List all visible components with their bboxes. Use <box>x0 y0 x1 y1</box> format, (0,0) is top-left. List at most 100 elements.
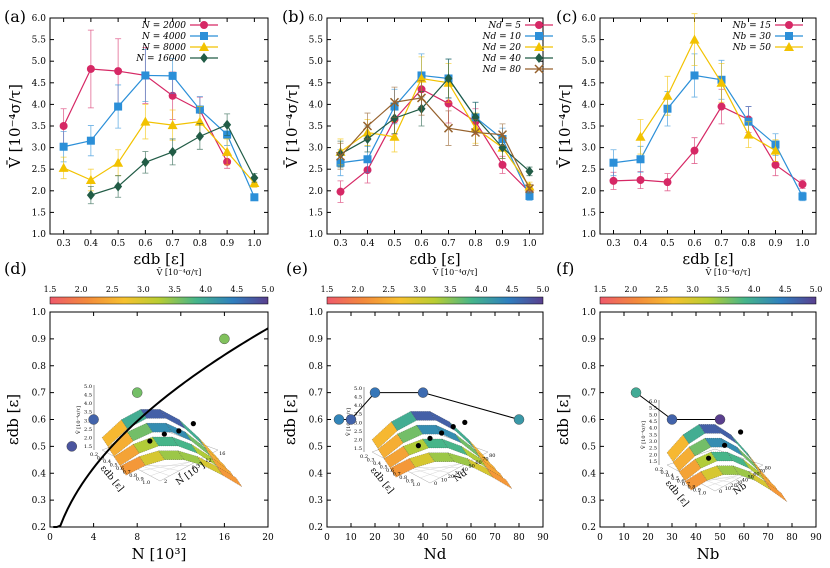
data-point <box>771 160 780 169</box>
inset-z-tick-label: 5.0 <box>354 386 362 392</box>
y-tick-label: 3.5 <box>309 122 324 132</box>
legend-label: Nd = 5 <box>487 21 521 31</box>
colorbar-tick-label: 3.0 <box>686 285 699 294</box>
x-tick-label: 0 <box>47 533 53 543</box>
inset-y-tick-label: 60 <box>753 471 759 477</box>
x-axis-label: εdb [ε] <box>133 250 184 268</box>
y-tick-label: 0.5 <box>309 442 324 452</box>
x-tick-label: 8 <box>134 533 140 543</box>
x-tick-label: 70 <box>489 533 501 543</box>
colorbar-tick-label: 2.5 <box>655 285 668 294</box>
inset-surface-patch <box>486 468 513 489</box>
data-point <box>85 175 96 184</box>
inset-optimum-dot <box>462 419 468 425</box>
data-point <box>497 130 508 140</box>
x-tick-label: 0.7 <box>714 239 729 249</box>
inset-surface-patch <box>377 433 404 459</box>
x-tick-label: 60 <box>465 533 477 543</box>
panel-a: (a) 0.3 0.4 0.5 0.6 0.7 0.8 0.9 1.0 1.0 1.5 2.0 2.5 3… <box>4 7 269 268</box>
inset-z-tick-label: 2.0 <box>84 435 92 441</box>
x-tick-label: 1.0 <box>522 239 537 249</box>
inset-z-tick-label: 1.5 <box>354 446 362 452</box>
y-tick-label: 0.4 <box>582 469 597 479</box>
x-tick-label: 0.7 <box>441 239 456 249</box>
x-tick-label: 60 <box>738 533 750 543</box>
inset-x-tick-label: 0.5 <box>110 462 118 468</box>
inset-y-tick-label: 50 <box>748 474 754 480</box>
y-tick-label: 4.0 <box>32 100 47 110</box>
inset-surface-patch <box>403 438 429 456</box>
colorbar-tick-label: 2.5 <box>106 285 119 294</box>
panel-d: (d) V̄ [10⁻⁴σ/τ] 1.5 2.0 2.5 3.0 3.5 4.0 4.5 5.0 0… <box>4 259 274 563</box>
inset-x-tick-label: 0.2 <box>655 467 663 473</box>
x-tick-label: 30 <box>393 533 405 543</box>
inset-y-tick-label: 12 <box>205 458 211 464</box>
legend-marker <box>200 32 208 40</box>
colorbar-tick-label: 4.0 <box>475 285 488 294</box>
data-point <box>58 162 69 172</box>
y-tick-label: 6.0 <box>582 14 597 24</box>
y-tick-label: 0.9 <box>582 335 597 345</box>
inset-optimum-dot <box>415 443 421 449</box>
data-point <box>743 129 754 139</box>
panel-label: (f) <box>556 259 574 278</box>
y-tick-label: 0.3 <box>309 496 324 506</box>
y-tick-label: 1.0 <box>309 230 324 240</box>
inset-optimum-dot <box>190 421 196 427</box>
legend-marker <box>200 53 208 63</box>
panel-b: (b) 0.3 0.4 0.5 0.6 0.7 0.8 0.9 1.0 1.0 1.5 2.0 2.5 3… <box>282 7 553 268</box>
inset-x-tick-label: 1.0 <box>142 480 150 486</box>
optimum-point <box>131 387 143 398</box>
y-tick-label: 0.9 <box>309 335 324 345</box>
colorbar-tick-label: 4.0 <box>748 285 761 294</box>
panel-label: (c) <box>556 7 577 26</box>
y-tick-label: 0.5 <box>582 442 597 452</box>
inset-x-tick-label: 0.5 <box>380 464 388 470</box>
y-tick-label: 0.6 <box>582 416 597 426</box>
data-point <box>86 190 95 201</box>
colorbar-tick-label: 1.5 <box>594 285 607 294</box>
inset-surface-patch <box>742 459 766 481</box>
data-point <box>498 160 507 169</box>
data-point <box>690 71 699 80</box>
inset-z-tick-label: 4.5 <box>649 419 657 425</box>
colorbar-tick-label: 2.5 <box>382 285 395 294</box>
inset-surface-patch <box>455 433 481 459</box>
inset-x-tick-label: 0.4 <box>373 461 381 467</box>
y-tick-label: 2.0 <box>582 187 597 197</box>
colorbar-tick-label: 2.0 <box>351 285 364 294</box>
inset-x-tick-label: 0.6 <box>116 466 124 472</box>
x-tick-label: 0.5 <box>660 239 675 249</box>
colorbar-tick-label: 4.0 <box>199 285 212 294</box>
inset-surface-patch <box>688 437 712 457</box>
data-point <box>470 127 481 138</box>
x-tick-label: 16 <box>219 533 231 543</box>
x-tick-label: 40 <box>417 533 429 543</box>
data-point <box>141 71 150 80</box>
y-tick-label: 4.5 <box>32 79 47 89</box>
y-axis-label: εdb [ε] <box>4 394 22 445</box>
y-tick-label: 0.2 <box>309 523 323 533</box>
inset-x-tick-label: 0.9 <box>693 487 701 493</box>
x-tick-label: 4 <box>91 533 97 543</box>
colorbar-tick-label: 3.0 <box>413 285 426 294</box>
inset-y-tick-label: 70 <box>759 469 765 475</box>
data-point <box>636 176 645 184</box>
legend-label: N = 2000 <box>141 21 186 31</box>
y-tick-label: 0.7 <box>582 389 597 399</box>
legend-marker <box>534 64 544 74</box>
series-line <box>63 121 255 184</box>
data-point <box>636 155 645 164</box>
legend-marker <box>535 53 543 63</box>
data-point <box>250 172 259 183</box>
y-tick-label: 6.0 <box>309 14 324 24</box>
inset-y-tick-label: 60 <box>475 460 481 466</box>
data-point <box>389 97 400 107</box>
inset-x-tick-label: 1.0 <box>698 490 706 496</box>
y-tick-label: 5.5 <box>582 36 597 46</box>
inset-x-tick-label: 0.8 <box>129 473 137 479</box>
x-tick-label: 0.9 <box>768 239 783 249</box>
colorbar-tick-label: 4.5 <box>506 285 519 294</box>
inset-surface-patch <box>461 446 487 468</box>
